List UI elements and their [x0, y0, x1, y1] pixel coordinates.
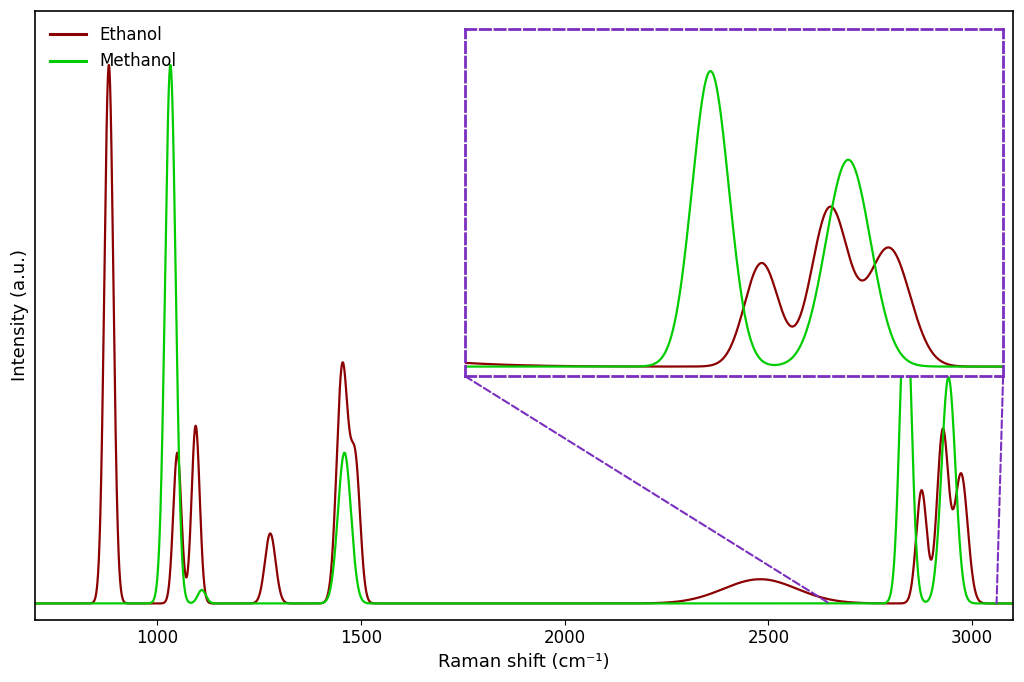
Methanol: [590, 599, 602, 608]
Ethanol: [102, 61, 115, 69]
Ethanol: [806, 591, 818, 599]
Methanol: [754, 599, 766, 608]
Methanol: [607, 599, 620, 608]
Ethanol: [754, 575, 766, 583]
Methanol: [383, 599, 395, 608]
Methanol: [650, 599, 663, 608]
Ethanol: [650, 599, 663, 607]
Y-axis label: Intensity (a.u.): Intensity (a.u.): [11, 250, 29, 381]
Legend: Ethanol, Methanol: Ethanol, Methanol: [43, 20, 183, 77]
Ethanol: [383, 599, 395, 608]
Methanol: [29, 599, 41, 608]
Ethanol: [78, 599, 90, 608]
Ethanol: [29, 599, 41, 608]
Methanol: [78, 599, 90, 608]
Methanol: [1007, 599, 1019, 608]
Methanol: [806, 599, 818, 608]
Methanol: [164, 61, 176, 69]
Line: Ethanol: Ethanol: [35, 65, 1013, 604]
Ethanol: [1007, 599, 1019, 608]
X-axis label: Raman shift (cm⁻¹): Raman shift (cm⁻¹): [438, 653, 609, 671]
Line: Methanol: Methanol: [35, 65, 1013, 604]
Ethanol: [607, 599, 620, 608]
